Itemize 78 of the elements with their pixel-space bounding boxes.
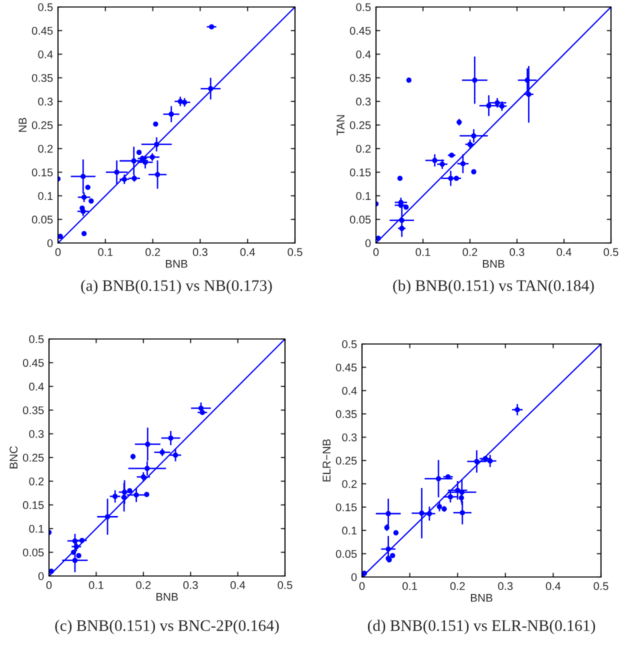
x-tick-label: 0.5 (278, 581, 292, 590)
x-tick-label: 0.5 (594, 582, 608, 590)
y-tick-label: 0 (38, 572, 44, 580)
y-tick-label: 0 (365, 239, 371, 248)
y-tick-label: 0.45 (350, 26, 371, 35)
y-tick-label: 0.45 (336, 364, 357, 372)
x-tick-label: 0.2 (462, 248, 478, 256)
y-tick-label: 0 (351, 573, 357, 582)
x-tick-label: 0.4 (546, 582, 561, 590)
y-tick-label: 0 (47, 239, 53, 248)
y-tick-label: 0.35 (336, 410, 357, 418)
y-tick-label: 0.3 (342, 433, 357, 442)
x-tick-label: 0.2 (136, 581, 151, 590)
y-axis-title: BNC (10, 446, 18, 468)
y-axis-title: ELR−NB (322, 439, 330, 482)
y-tick-label: 0.05 (350, 216, 371, 224)
x-tick-label: 0 (55, 248, 61, 256)
y-tick-label: 0.2 (356, 144, 371, 153)
y-tick-label: 0.4 (29, 382, 44, 391)
x-axis-title: BNB (470, 594, 492, 602)
y-axis-title: NB (18, 118, 26, 132)
y-tick-label: 0.15 (32, 168, 53, 176)
y-tick-label: 0.15 (350, 168, 371, 176)
y-tick-label: 0.4 (38, 50, 53, 58)
x-tick-label: 0.1 (98, 248, 113, 256)
y-tick-label: 0.5 (356, 3, 371, 12)
y-tick-label: 0.1 (356, 192, 371, 200)
x-tick-label: 0.5 (288, 248, 302, 256)
x-tick-label: 0 (373, 248, 379, 256)
x-tick-label: 0.3 (192, 248, 208, 256)
y-tick-label: 0.1 (342, 526, 357, 535)
text: (c) BNB(0.151) vs BNC-2P(0.164) (55, 620, 279, 634)
y-tick-label: 0.15 (22, 501, 44, 510)
y-tick-label: 0.05 (32, 216, 53, 224)
y-tick-label: 0.15 (336, 503, 357, 512)
y-tick-label: 0.45 (22, 358, 44, 367)
x-axis-title: BNB (156, 593, 178, 601)
y-tick-label: 0.45 (32, 26, 53, 35)
x-tick-label: 0.2 (450, 582, 465, 590)
x-tick-label: 0.4 (240, 248, 255, 256)
y-tick-label: 0.3 (29, 430, 44, 438)
y-tick-label: 0.2 (29, 477, 44, 486)
x-tick-label: 0.1 (88, 581, 104, 590)
x-tick-label: 0.1 (416, 248, 430, 256)
y-tick-label: 0.3 (38, 98, 53, 106)
text: (a) BNB(0.151) vs NB(0.173) (81, 280, 272, 294)
y-tick-label: 0.5 (342, 340, 357, 348)
y-tick-label: 0.35 (22, 406, 44, 414)
y-tick-label: 0.35 (32, 74, 53, 82)
y-tick-label: 0.25 (22, 454, 44, 462)
y-tick-label: 0.1 (38, 192, 53, 200)
x-tick-label: 0.4 (556, 248, 572, 256)
y-tick-label: 0.25 (32, 121, 53, 130)
y-tick-label: 0.35 (350, 74, 371, 82)
x-tick-label: 0.4 (230, 581, 246, 590)
y-tick-label: 0.05 (336, 550, 357, 558)
x-tick-label: 0.3 (510, 248, 524, 256)
x-tick-label: 0.2 (146, 248, 160, 256)
y-tick-label: 0.5 (38, 3, 53, 12)
y-tick-label: 0.4 (356, 50, 371, 58)
y-tick-label: 0.3 (356, 98, 371, 106)
y-tick-label: 0.2 (38, 144, 53, 153)
y-tick-label: 0.25 (336, 456, 357, 465)
y-tick-label: 0.4 (342, 386, 357, 395)
y-tick-label: 0.05 (22, 548, 44, 556)
y-tick-label: 0.5 (29, 335, 44, 344)
x-tick-label: 0.3 (183, 581, 198, 590)
y-axis-title: TAN (336, 115, 344, 136)
x-axis-title: BNB (166, 260, 188, 268)
text: (b) BNB(0.151) vs TAN(0.184) (393, 280, 594, 294)
x-tick-label: 0.5 (604, 248, 618, 256)
y-tick-label: 0.1 (29, 524, 44, 533)
x-tick-label: 0.1 (402, 582, 417, 590)
text: (d) BNB(0.151) vs ELR-NB(0.161) (368, 620, 596, 634)
x-axis-title: BNB (482, 260, 504, 268)
y-tick-label: 0.2 (342, 480, 357, 488)
x-tick-label: 0.3 (498, 582, 513, 590)
y-tick-label: 0.25 (350, 121, 371, 130)
